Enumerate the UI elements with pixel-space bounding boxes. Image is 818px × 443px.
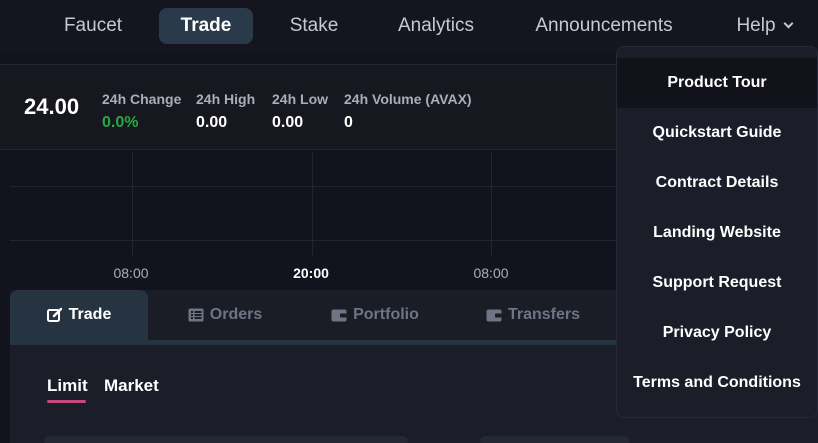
- chart-gridline: [10, 240, 818, 241]
- order-input-field[interactable]: [44, 436, 408, 443]
- tab-transfers-label: Transfers: [507, 306, 581, 323]
- chevron-down-icon: [783, 18, 793, 29]
- order-input-field[interactable]: [480, 436, 630, 443]
- order-type-market[interactable]: Market: [104, 376, 159, 395]
- nav-help-label: Help: [736, 15, 776, 36]
- chart-time-tick: 20:00: [293, 265, 329, 281]
- nav-trade[interactable]: Trade: [159, 8, 253, 44]
- menu-item-contract-details[interactable]: Contract Details: [655, 174, 779, 191]
- low-value: 0.00: [272, 114, 304, 131]
- menu-item-quickstart-guide[interactable]: Quickstart Guide: [652, 124, 782, 141]
- help-dropdown-menu: Product Tour Quickstart Guide Contract D…: [616, 46, 818, 418]
- top-nav: Faucet Trade Stake Analytics Announcemen…: [0, 0, 818, 52]
- menu-item-terms-and-conditions[interactable]: Terms and Conditions: [633, 374, 801, 391]
- volume-label: 24h Volume (AVAX): [344, 91, 472, 107]
- menu-item-support-request[interactable]: Support Request: [652, 274, 782, 291]
- order-type-limit[interactable]: Limit: [47, 376, 88, 395]
- tab-trade-label: Trade: [68, 306, 112, 323]
- tab-portfolio-label: Portfolio: [353, 306, 419, 323]
- list-icon: [188, 308, 204, 322]
- tab-divider: [10, 340, 818, 345]
- high-value: 0.00: [196, 114, 228, 131]
- edit-icon: [46, 307, 62, 322]
- last-price: 24.00: [24, 94, 80, 119]
- wallet-icon: [331, 309, 347, 322]
- chart-gridline: [312, 152, 313, 256]
- nav-stake[interactable]: Stake: [289, 15, 339, 36]
- nav-announcements[interactable]: Announcements: [535, 15, 673, 36]
- tab-orders[interactable]: Orders: [170, 290, 280, 340]
- nav-faucet[interactable]: Faucet: [63, 15, 123, 36]
- high-label: 24h High: [196, 91, 256, 107]
- chart-gridline: [10, 186, 818, 187]
- nav-help[interactable]: Help: [722, 8, 806, 44]
- change-value: 0.0%: [102, 114, 139, 131]
- chart-gridline: [132, 152, 133, 256]
- tab-trade[interactable]: Trade: [10, 290, 148, 340]
- volume-value: 0: [344, 114, 353, 131]
- tab-transfers[interactable]: Transfers: [470, 290, 596, 340]
- wallet-icon: [486, 309, 502, 322]
- chart-time-tick: 08:00: [473, 265, 509, 281]
- menu-item-privacy-policy[interactable]: Privacy Policy: [662, 324, 772, 341]
- menu-item-landing-website[interactable]: Landing Website: [653, 224, 781, 241]
- chart-gridline: [491, 152, 492, 256]
- menu-item-product-tour[interactable]: Product Tour: [617, 58, 817, 108]
- selected-order-type-indicator: [47, 400, 86, 403]
- tab-portfolio[interactable]: Portfolio: [312, 290, 438, 340]
- nav-analytics[interactable]: Analytics: [397, 15, 475, 36]
- chart-time-tick: 08:00: [113, 265, 149, 281]
- tab-orders-label: Orders: [209, 306, 263, 323]
- low-label: 24h Low: [272, 91, 329, 107]
- change-label: 24h Change: [102, 91, 182, 107]
